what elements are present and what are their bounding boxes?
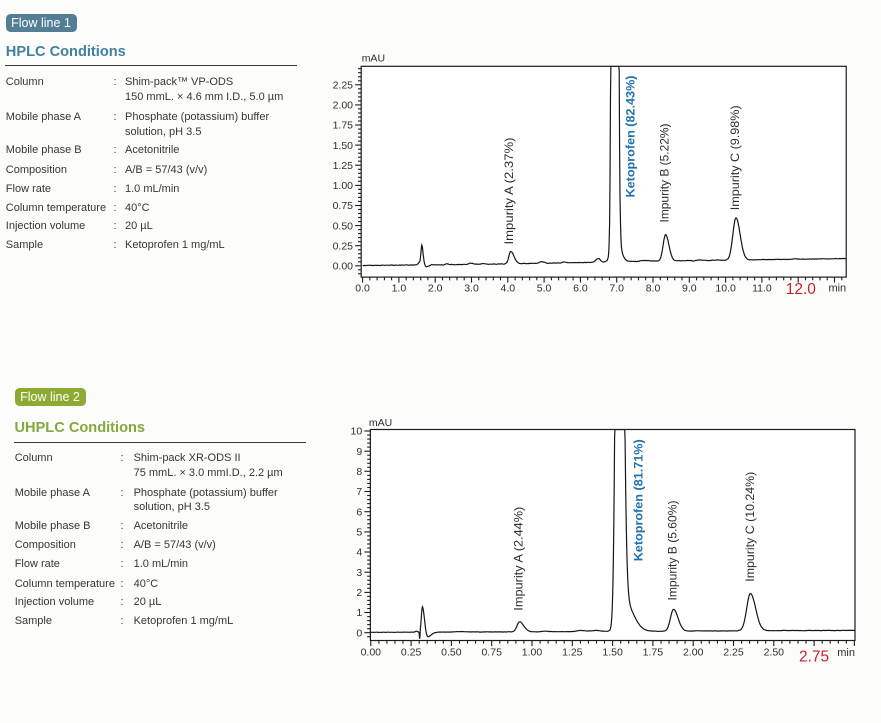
svg-text:2: 2 xyxy=(356,587,362,599)
svg-text:min: min xyxy=(837,647,855,659)
svg-text:6: 6 xyxy=(356,506,362,518)
svg-text:4.0: 4.0 xyxy=(500,282,515,294)
svg-text:0.25: 0.25 xyxy=(401,646,422,658)
svg-text:2.25: 2.25 xyxy=(723,646,744,658)
svg-text:5: 5 xyxy=(356,527,362,539)
svg-text:0.75: 0.75 xyxy=(333,200,354,212)
svg-text:2.00: 2.00 xyxy=(683,646,704,658)
svg-text:3.0: 3.0 xyxy=(464,282,479,294)
svg-text:0.50: 0.50 xyxy=(441,646,462,658)
svg-text:mAU: mAU xyxy=(369,417,392,429)
svg-text:Impurity C (10.24%): Impurity C (10.24%) xyxy=(743,472,757,582)
svg-text:1: 1 xyxy=(356,607,362,619)
svg-text:9: 9 xyxy=(356,446,362,458)
svg-text:0.75: 0.75 xyxy=(481,646,502,658)
svg-text:Impurity B (5.60%): Impurity B (5.60%) xyxy=(665,501,679,601)
svg-text:2.0: 2.0 xyxy=(428,282,443,294)
svg-text:5.0: 5.0 xyxy=(537,282,552,294)
svg-text:1.50: 1.50 xyxy=(602,646,623,658)
svg-text:1.50: 1.50 xyxy=(333,140,354,152)
svg-text:6.0: 6.0 xyxy=(573,282,588,294)
svg-text:1.25: 1.25 xyxy=(562,646,583,658)
svg-text:1.00: 1.00 xyxy=(333,180,354,192)
svg-text:7: 7 xyxy=(356,486,362,498)
svg-text:2.75: 2.75 xyxy=(799,648,829,665)
svg-text:0.00: 0.00 xyxy=(333,261,354,273)
svg-text:1.25: 1.25 xyxy=(333,160,354,172)
svg-text:0.50: 0.50 xyxy=(333,220,354,232)
svg-text:3: 3 xyxy=(356,567,362,579)
svg-text:Impurity B (5.22%): Impurity B (5.22%) xyxy=(658,124,672,223)
svg-text:mAU: mAU xyxy=(362,53,385,65)
svg-text:1.75: 1.75 xyxy=(643,646,664,658)
svg-text:1.75: 1.75 xyxy=(333,120,354,132)
svg-text:1.0: 1.0 xyxy=(392,282,407,294)
svg-text:2.50: 2.50 xyxy=(764,646,785,658)
svg-text:8: 8 xyxy=(356,466,362,478)
svg-text:1.00: 1.00 xyxy=(522,646,543,658)
svg-text:min: min xyxy=(828,282,846,294)
svg-text:10: 10 xyxy=(351,426,363,438)
svg-text:0.0: 0.0 xyxy=(355,282,370,294)
svg-text:7.0: 7.0 xyxy=(609,282,624,294)
svg-text:2.00: 2.00 xyxy=(333,100,354,112)
svg-text:0: 0 xyxy=(356,627,362,639)
svg-text:Impurity A (2.44%): Impurity A (2.44%) xyxy=(511,507,525,611)
svg-text:10.0: 10.0 xyxy=(715,282,736,294)
svg-text:12.0: 12.0 xyxy=(786,281,817,298)
svg-text:Ketoprofen (81.71%): Ketoprofen (81.71%) xyxy=(631,439,645,561)
svg-text:Impurity C (9.98%): Impurity C (9.98%) xyxy=(728,105,742,210)
svg-text:2.25: 2.25 xyxy=(333,80,354,92)
svg-text:11.0: 11.0 xyxy=(752,282,772,294)
svg-text:Ketoprofen (82.43%): Ketoprofen (82.43%) xyxy=(623,76,637,198)
svg-text:0.25: 0.25 xyxy=(333,240,354,252)
svg-text:Impurity A (2.37%): Impurity A (2.37%) xyxy=(502,138,516,245)
svg-text:4: 4 xyxy=(356,547,362,559)
svg-text:9.0: 9.0 xyxy=(682,282,697,294)
svg-text:8.0: 8.0 xyxy=(646,282,661,294)
svg-text:0.00: 0.00 xyxy=(361,646,382,658)
